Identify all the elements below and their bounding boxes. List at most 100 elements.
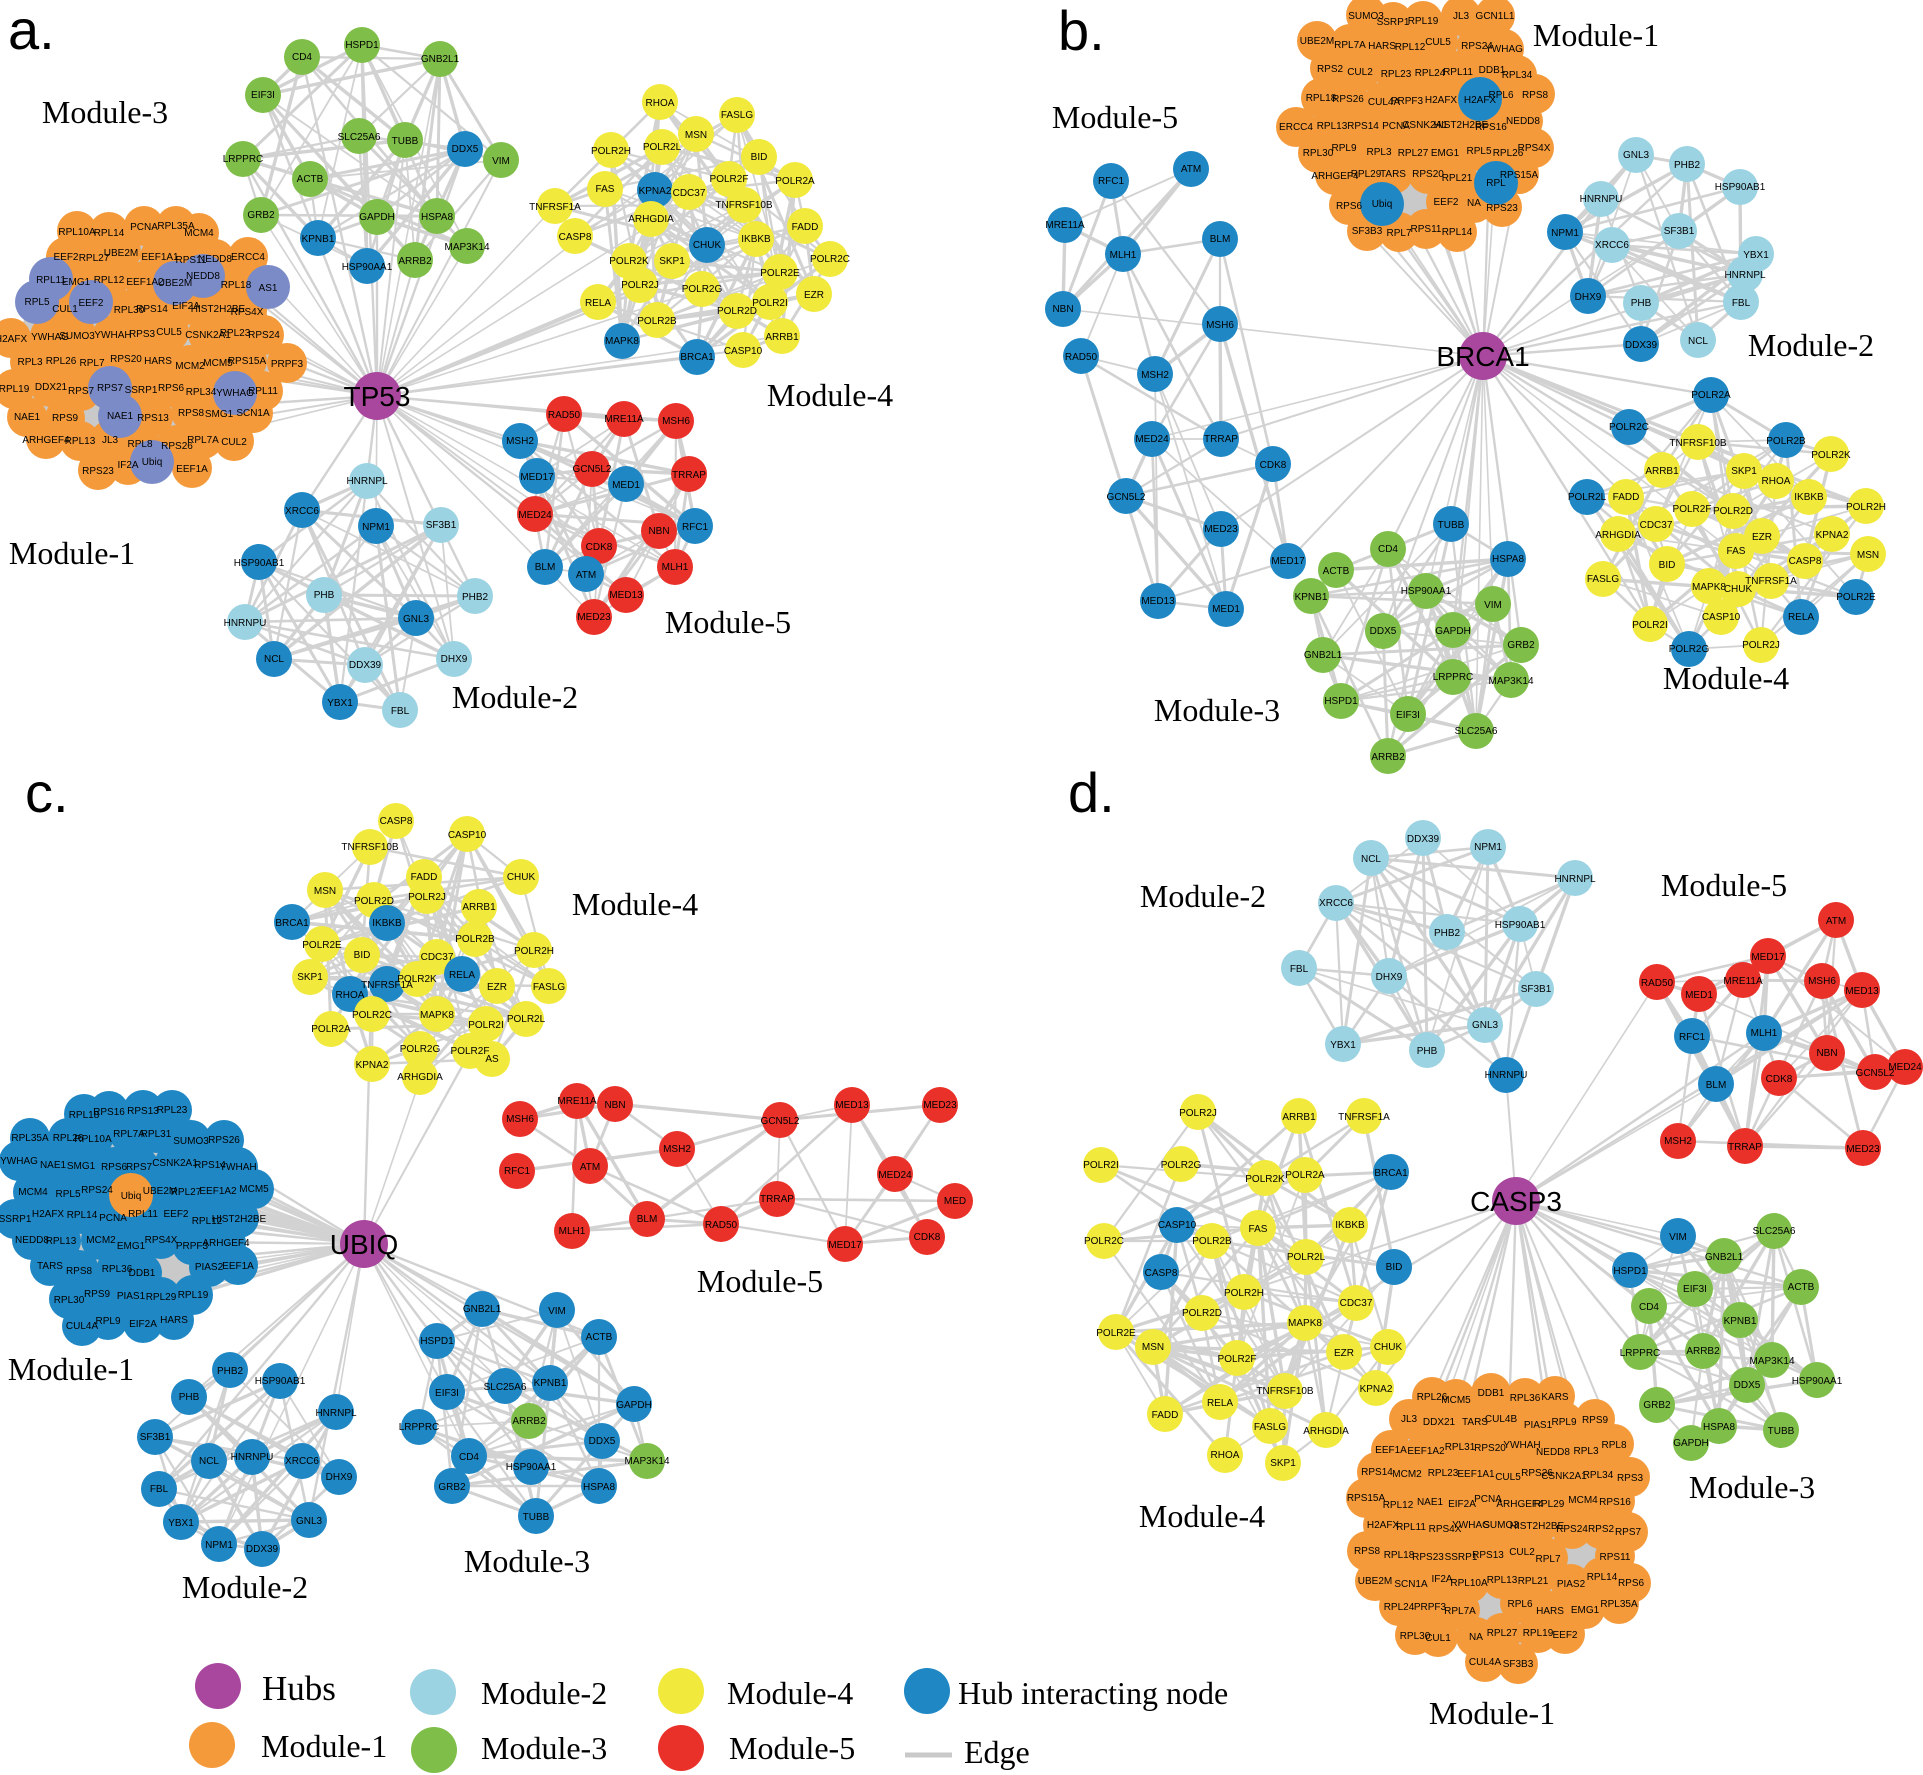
svg-text:EZR: EZR — [1334, 1348, 1354, 1359]
svg-text:KPNB1: KPNB1 — [302, 234, 335, 245]
svg-text:VIM: VIM — [1669, 1232, 1687, 1243]
svg-text:PHB2: PHB2 — [1674, 160, 1701, 171]
svg-text:Module-1: Module-1 — [9, 535, 135, 571]
svg-text:RPL19: RPL19 — [0, 384, 30, 395]
svg-text:DDX39: DDX39 — [1407, 834, 1440, 845]
svg-text:SCN1A: SCN1A — [1394, 1579, 1428, 1590]
svg-text:BID: BID — [1386, 1262, 1403, 1273]
svg-text:RPL5: RPL5 — [1466, 146, 1491, 157]
svg-text:POLR2L: POLR2L — [1568, 492, 1607, 503]
svg-text:CD4: CD4 — [1639, 1302, 1659, 1313]
svg-text:KPNB1: KPNB1 — [534, 1378, 567, 1389]
svg-text:POLR2L: POLR2L — [643, 142, 682, 153]
svg-text:RPL27: RPL27 — [79, 253, 110, 264]
svg-text:ACTB: ACTB — [297, 174, 324, 185]
svg-text:LRPPRC: LRPPRC — [1620, 1348, 1661, 1359]
svg-text:c.: c. — [25, 761, 69, 824]
svg-text:RHOA: RHOA — [1762, 476, 1791, 487]
svg-text:XRCC6: XRCC6 — [285, 506, 319, 517]
svg-text:POLR2B: POLR2B — [455, 934, 495, 945]
svg-text:KPNB1: KPNB1 — [1295, 592, 1328, 603]
svg-text:Module-3: Module-3 — [464, 1543, 590, 1579]
svg-text:ARRB1: ARRB1 — [462, 902, 496, 913]
svg-text:MLH1: MLH1 — [1110, 250, 1137, 261]
svg-text:CUL4A: CUL4A — [1368, 97, 1401, 108]
svg-text:SUMO3: SUMO3 — [1348, 11, 1384, 22]
svg-text:RPS24: RPS24 — [248, 330, 280, 341]
svg-text:MSN: MSN — [314, 886, 336, 897]
svg-text:TRRAP: TRRAP — [1728, 1142, 1762, 1153]
svg-text:TUBB: TUBB — [1768, 1426, 1795, 1437]
svg-text:RPS9: RPS9 — [52, 413, 79, 424]
svg-text:GAPDH: GAPDH — [616, 1400, 652, 1411]
svg-text:EEF2: EEF2 — [163, 1209, 188, 1220]
svg-text:RPL35A: RPL35A — [11, 1133, 49, 1144]
svg-text:MSN: MSN — [1142, 1342, 1164, 1353]
svg-text:RPL30: RPL30 — [54, 1295, 85, 1306]
svg-text:DHX9: DHX9 — [1575, 292, 1602, 303]
svg-text:CDK8: CDK8 — [1766, 1074, 1793, 1085]
svg-text:JL3: JL3 — [1401, 1414, 1418, 1425]
svg-text:RPL24: RPL24 — [1415, 68, 1446, 79]
svg-text:NBN: NBN — [604, 1100, 625, 1111]
svg-text:RPS13: RPS13 — [127, 1106, 159, 1117]
svg-text:CDC37: CDC37 — [1340, 1298, 1373, 1309]
svg-text:NCL: NCL — [1361, 854, 1381, 865]
svg-text:RPS13: RPS13 — [1472, 1550, 1504, 1561]
svg-text:RPS8: RPS8 — [1354, 1546, 1381, 1557]
svg-text:FAS: FAS — [1249, 1224, 1268, 1235]
svg-text:ARHGDIA: ARHGDIA — [397, 1072, 443, 1083]
svg-text:MLH1: MLH1 — [559, 1226, 586, 1237]
svg-text:RPL30: RPL30 — [1303, 148, 1334, 159]
svg-text:SKP1: SKP1 — [659, 256, 685, 267]
svg-text:RPL21: RPL21 — [1518, 1576, 1549, 1587]
svg-text:EZR: EZR — [804, 290, 824, 301]
svg-text:ARRB2: ARRB2 — [512, 1416, 546, 1427]
svg-text:RPS8: RPS8 — [1522, 90, 1549, 101]
svg-text:CUL2: CUL2 — [221, 437, 247, 448]
svg-text:RPL7: RPL7 — [79, 358, 104, 369]
svg-text:RPL14: RPL14 — [67, 1210, 98, 1221]
svg-text:NBN: NBN — [1816, 1048, 1837, 1059]
svg-text:RPL36: RPL36 — [1510, 1393, 1541, 1404]
svg-text:MCM5: MCM5 — [203, 358, 233, 369]
svg-text:MED23: MED23 — [1846, 1144, 1880, 1155]
svg-text:ARRB1: ARRB1 — [1645, 466, 1679, 477]
svg-text:RPL23: RPL23 — [157, 1105, 188, 1116]
svg-text:MED13: MED13 — [1141, 596, 1175, 607]
svg-text:GNL3: GNL3 — [1472, 1020, 1499, 1031]
svg-text:GRB2: GRB2 — [1507, 640, 1535, 651]
svg-text:CSNK2A1: CSNK2A1 — [1402, 120, 1448, 131]
svg-text:CUL2: CUL2 — [1347, 67, 1373, 78]
svg-text:MLH1: MLH1 — [1751, 1028, 1778, 1039]
svg-text:POLR2I: POLR2I — [468, 1020, 504, 1031]
svg-text:HIST2H2BE: HIST2H2BE — [191, 304, 246, 315]
svg-text:RPL9: RPL9 — [95, 1316, 120, 1327]
svg-text:HSP90AA1: HSP90AA1 — [1792, 1376, 1843, 1387]
svg-text:RPL14: RPL14 — [1587, 1572, 1618, 1583]
svg-text:NPM1: NPM1 — [362, 522, 390, 533]
svg-text:BLM: BLM — [1706, 1080, 1727, 1091]
svg-text:GNL3: GNL3 — [403, 614, 430, 625]
svg-text:RPL18: RPL18 — [1306, 93, 1337, 104]
svg-text:Module-2: Module-2 — [452, 679, 578, 715]
svg-text:POLR2A: POLR2A — [1285, 1170, 1325, 1181]
svg-text:SF3B1: SF3B1 — [1521, 984, 1552, 995]
svg-text:GNL3: GNL3 — [1623, 150, 1650, 161]
svg-text:HSP90AA1: HSP90AA1 — [1401, 586, 1452, 597]
svg-text:EIF2A: EIF2A — [172, 301, 200, 312]
svg-text:GNL3: GNL3 — [296, 1516, 323, 1527]
svg-text:TNFRSF1A: TNFRSF1A — [361, 980, 413, 991]
svg-text:CASP8: CASP8 — [380, 816, 413, 827]
svg-text:Module-1: Module-1 — [1533, 17, 1659, 53]
svg-text:HNRNPU: HNRNPU — [1485, 1070, 1528, 1081]
svg-text:RPS16: RPS16 — [1599, 1497, 1631, 1508]
svg-text:MED1: MED1 — [1212, 604, 1240, 615]
svg-text:EEF1A2: EEF1A2 — [126, 277, 164, 288]
svg-text:RPS3: RPS3 — [1617, 1473, 1644, 1484]
svg-text:SKP1: SKP1 — [1270, 1458, 1296, 1469]
svg-text:RPS6: RPS6 — [1618, 1578, 1645, 1589]
svg-text:POLR2B: POLR2B — [637, 316, 677, 327]
svg-text:RPS24: RPS24 — [1556, 1524, 1588, 1535]
svg-text:RFC1: RFC1 — [1679, 1032, 1706, 1043]
